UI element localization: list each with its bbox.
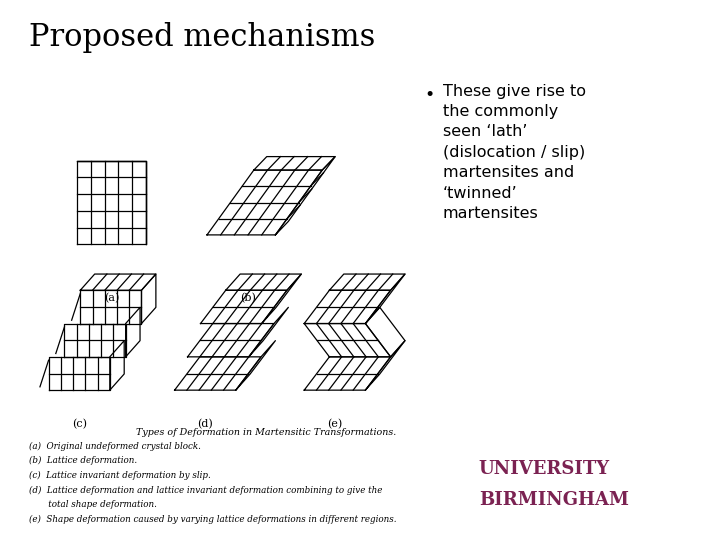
Text: (e): (e)	[327, 418, 343, 429]
Text: UNIVERSITY: UNIVERSITY	[479, 460, 610, 478]
Text: •: •	[425, 86, 435, 104]
Text: BIRMINGHAM: BIRMINGHAM	[479, 491, 629, 509]
Text: (a): (a)	[104, 293, 120, 303]
Text: Proposed mechanisms: Proposed mechanisms	[29, 22, 375, 52]
Text: (b)  Lattice deformation.: (b) Lattice deformation.	[29, 456, 137, 465]
Text: total shape deformation.: total shape deformation.	[29, 500, 157, 509]
Text: (a)  Original undeformed crystal block.: (a) Original undeformed crystal block.	[29, 442, 201, 451]
Text: (c): (c)	[72, 418, 86, 429]
Text: (d)  Lattice deformation and lattice invariant deformation combining to give the: (d) Lattice deformation and lattice inva…	[29, 485, 382, 495]
Text: (e)  Shape deformation caused by varying lattice deformations in different regio: (e) Shape deformation caused by varying …	[29, 515, 396, 524]
Text: These give rise to
the commonly
seen ‘lath’
(dislocation / slip)
martensites and: These give rise to the commonly seen ‘la…	[443, 84, 586, 221]
Text: (c)  Lattice invariant deformation by slip.: (c) Lattice invariant deformation by sli…	[29, 471, 210, 480]
Text: (d): (d)	[197, 418, 213, 429]
Text: (b): (b)	[240, 293, 256, 303]
Text: Types of Deformation in Martensitic Transformations.: Types of Deformation in Martensitic Tran…	[136, 428, 397, 437]
